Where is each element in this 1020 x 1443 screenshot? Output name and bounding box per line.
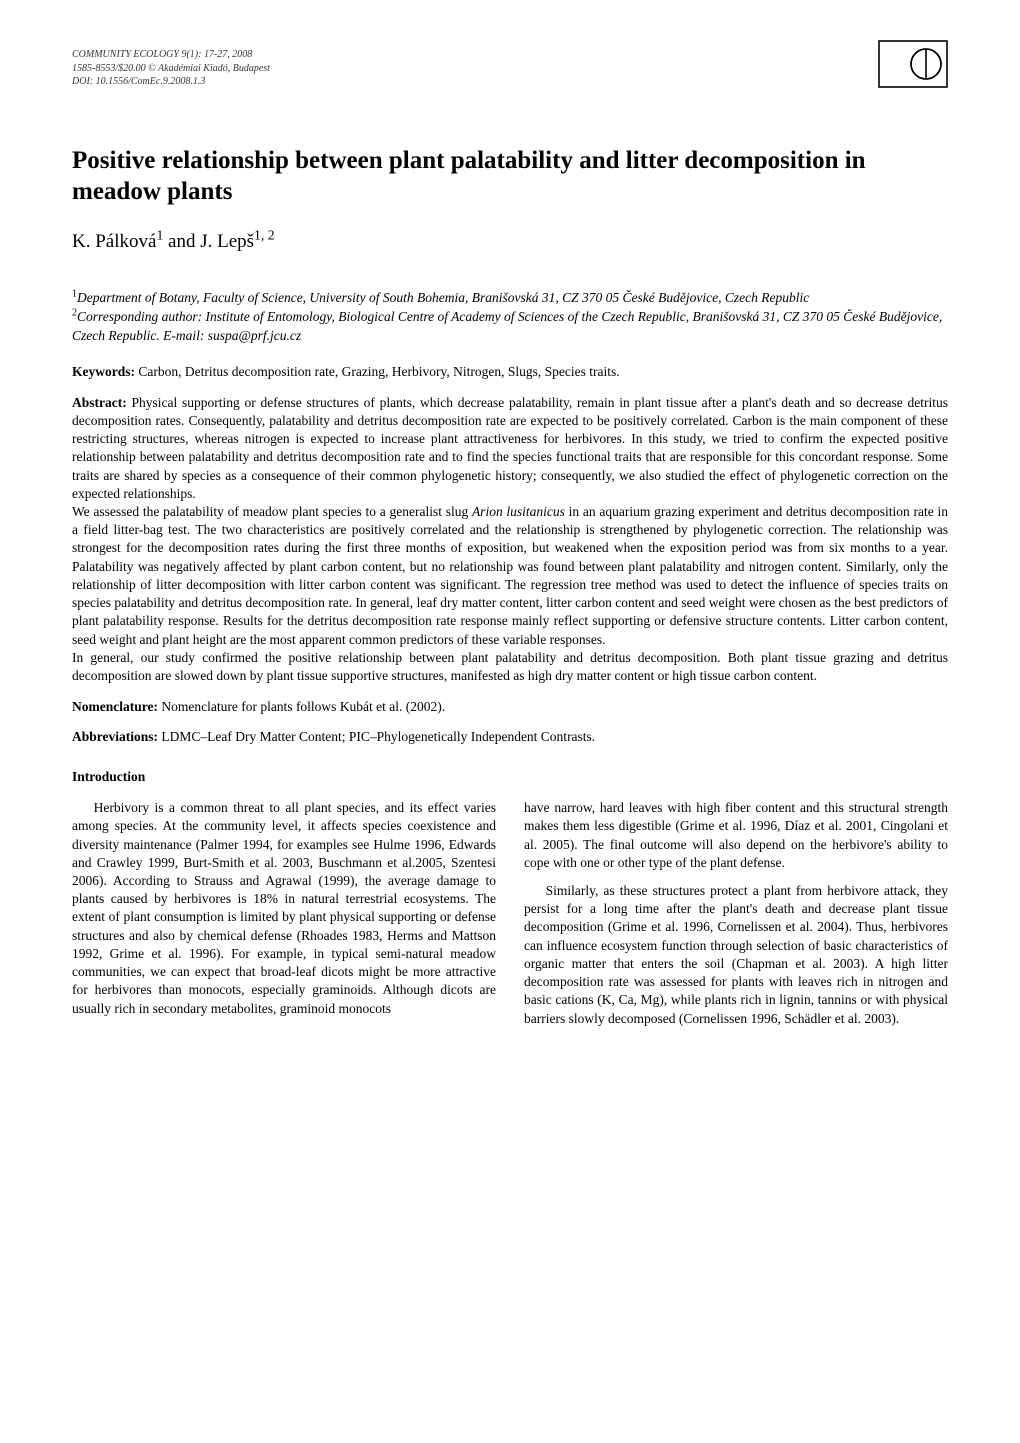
journal-line-3: DOI: 10.1556/ComEc.9.2008.1.3 [72, 75, 948, 89]
journal-header: COMMUNITY ECOLOGY 9(1): 17-27, 2008 1585… [72, 48, 948, 89]
affiliation-2: 2Corresponding author: Institute of Ento… [72, 308, 948, 346]
abstract: Abstract: Physical supporting or defense… [72, 394, 948, 686]
abstract-p1: Physical supporting or defense structure… [72, 395, 948, 501]
nomenclature-line: Nomenclature: Nomenclature for plants fo… [72, 699, 948, 715]
keywords-line: Keywords: Carbon, Detritus decomposition… [72, 364, 948, 380]
nomenclature-text: Nomenclature for plants follows Kubát et… [158, 699, 445, 714]
article-title: Positive relationship between plant pala… [72, 145, 948, 208]
intro-col1-p1: Herbivory is a common threat to all plan… [72, 799, 496, 1018]
introduction-body: Herbivory is a common threat to all plan… [72, 799, 948, 1028]
affiliations: 1Department of Botany, Faculty of Scienc… [72, 289, 948, 346]
journal-line-1: COMMUNITY ECOLOGY 9(1): 17-27, 2008 [72, 48, 948, 62]
publisher-logo-icon [878, 40, 948, 88]
abbreviations-line: Abbreviations: LDMC–Leaf Dry Matter Cont… [72, 729, 948, 745]
journal-line-2: 1585-8553/$20.00 © Akadémiai Kiadó, Buda… [72, 62, 948, 76]
abstract-label: Abstract: [72, 395, 127, 410]
intro-col2-p2: Similarly, as these structures protect a… [524, 882, 948, 1028]
section-heading-introduction: Introduction [72, 769, 948, 785]
nomenclature-label: Nomenclature: [72, 699, 158, 714]
affiliation-1: 1Department of Botany, Faculty of Scienc… [72, 289, 948, 308]
keywords-text: Carbon, Detritus decomposition rate, Gra… [135, 364, 620, 379]
keywords-label: Keywords: [72, 364, 135, 379]
authors: K. Pálková1 and J. Lepš1, 2 [72, 231, 948, 253]
abstract-p2: We assessed the palatability of meadow p… [72, 504, 948, 647]
intro-col2-p1: have narrow, hard leaves with high fiber… [524, 799, 948, 872]
abbreviations-text: LDMC–Leaf Dry Matter Content; PIC–Phylog… [158, 729, 595, 744]
abstract-p3: In general, our study confirmed the posi… [72, 650, 948, 683]
abbreviations-label: Abbreviations: [72, 729, 158, 744]
